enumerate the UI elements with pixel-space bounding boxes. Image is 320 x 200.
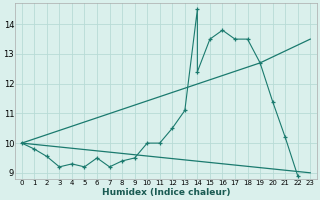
X-axis label: Humidex (Indice chaleur): Humidex (Indice chaleur) bbox=[102, 188, 230, 197]
